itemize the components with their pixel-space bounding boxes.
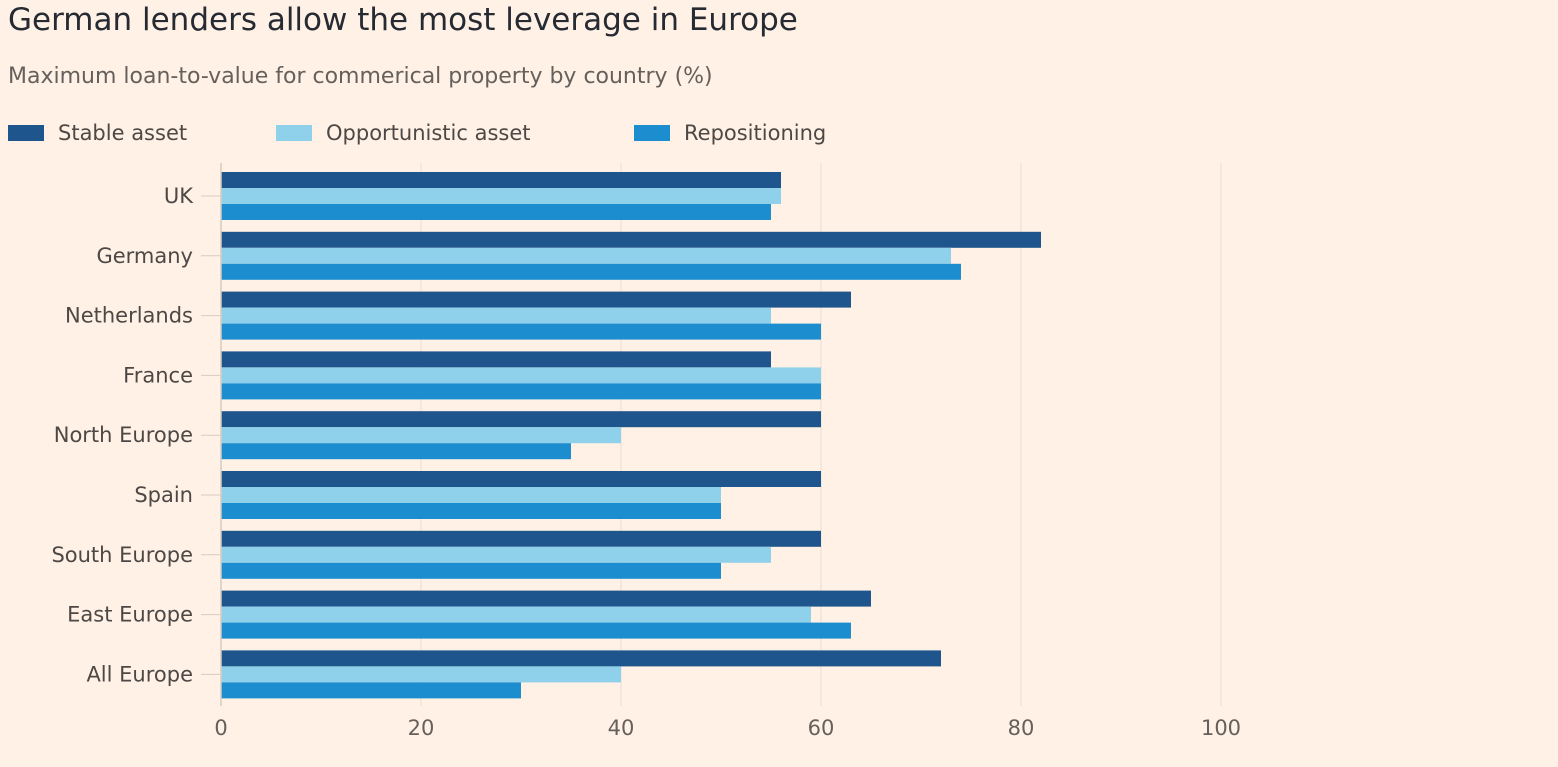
x-tick-label-40: 40 [608, 716, 635, 740]
bar-all-europe-repositioning [221, 682, 521, 699]
bar-spain-repositioning [221, 503, 721, 519]
bar-east-europe-opportunistic-asset [221, 606, 811, 623]
bar-spain-stable-asset [221, 471, 821, 487]
bar-east-europe-repositioning [221, 622, 851, 639]
bar-all-europe-stable-asset [221, 650, 941, 667]
bar-france-repositioning [221, 383, 821, 400]
bar-netherlands-opportunistic-asset [221, 307, 771, 324]
category-label-france: France [123, 363, 193, 387]
bar-france-opportunistic-asset [221, 367, 821, 384]
category-label-south-europe: South Europe [51, 543, 193, 567]
legend-swatch-opportunistic-asset [276, 125, 312, 141]
x-tick-label-0: 0 [214, 716, 227, 740]
bar-north-europe-repositioning [221, 443, 571, 460]
bar-netherlands-stable-asset [221, 291, 851, 308]
bar-uk-stable-asset [221, 172, 781, 188]
bar-uk-opportunistic-asset [221, 188, 781, 204]
x-tick-label-80: 80 [1008, 716, 1035, 740]
category-label-germany: Germany [96, 244, 193, 268]
bar-germany-repositioning [221, 263, 961, 280]
bar-germany-opportunistic-asset [221, 247, 951, 264]
legend-item-opportunistic-asset: Opportunistic asset [276, 118, 531, 148]
chart-subtitle: Maximum loan-to-value for commerical pro… [8, 64, 713, 89]
legend-item-stable-asset: Stable asset [8, 118, 187, 148]
category-label-spain: Spain [134, 483, 193, 507]
bar-north-europe-opportunistic-asset [221, 427, 621, 444]
legend-label-repositioning: Repositioning [684, 121, 827, 145]
legend-label-stable-asset: Stable asset [58, 121, 188, 145]
bar-germany-stable-asset [221, 231, 1041, 248]
bar-all-europe-opportunistic-asset [221, 666, 621, 683]
legend: Stable asset Opportunistic asset Reposit… [8, 118, 908, 148]
bar-south-europe-repositioning [221, 562, 721, 579]
category-label-all-europe: All Europe [86, 662, 193, 686]
bar-south-europe-opportunistic-asset [221, 546, 771, 563]
category-label-uk: UK [164, 184, 194, 208]
legend-swatch-stable-asset [8, 125, 44, 141]
bar-uk-repositioning [221, 204, 771, 220]
bar-spain-opportunistic-asset [221, 487, 721, 503]
bar-south-europe-stable-asset [221, 530, 821, 547]
bar-netherlands-repositioning [221, 323, 821, 340]
bar-east-europe-stable-asset [221, 590, 871, 607]
category-label-east-europe: East Europe [67, 603, 193, 627]
x-tick-label-20: 20 [408, 716, 435, 740]
legend-label-opportunistic-asset: Opportunistic asset [326, 121, 531, 145]
category-label-netherlands: Netherlands [65, 304, 193, 328]
bar-france-stable-asset [221, 351, 771, 368]
x-tick-label-60: 60 [808, 716, 835, 740]
chart-title: German lenders allow the most leverage i… [8, 2, 798, 38]
legend-swatch-repositioning [634, 125, 670, 141]
bar-north-europe-stable-asset [221, 411, 821, 428]
legend-item-repositioning: Repositioning [634, 118, 826, 148]
category-label-north-europe: North Europe [54, 423, 193, 447]
x-tick-label-100: 100 [1201, 716, 1241, 740]
